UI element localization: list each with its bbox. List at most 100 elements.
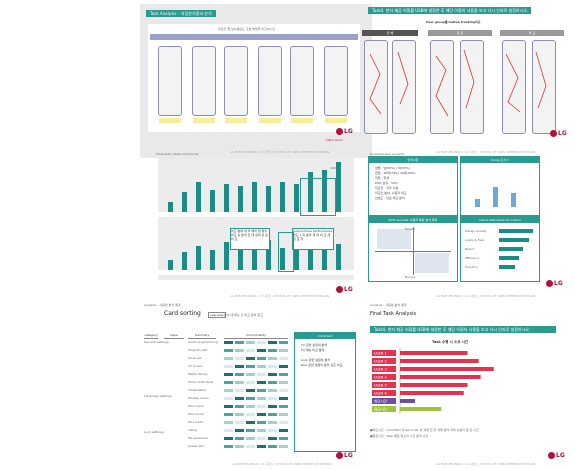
overview-tag: overview xyxy=(208,312,226,318)
choice-bar xyxy=(499,238,529,242)
lg-logo: LG xyxy=(548,452,565,459)
slide-questionnaire: Questionnaire Analysis 인적사항 성별 : 남(65%) … xyxy=(356,152,575,302)
remote-tracking xyxy=(460,40,484,134)
card-cell xyxy=(224,429,233,432)
time-bar xyxy=(400,407,442,411)
time-bar xyxy=(400,359,479,363)
frequency-bar xyxy=(322,170,327,212)
frequency-bar xyxy=(336,244,341,270)
frequency-bar xyxy=(238,238,243,270)
card-cell xyxy=(268,421,277,424)
card-row-label: Photo slide show xyxy=(188,380,214,384)
comment-panel: Comment TV 관련 설정의 분석 TV 매뉴 비교 분석 Lock 관련 … xyxy=(294,332,356,452)
card-cell xyxy=(268,389,277,392)
remote-tracking xyxy=(502,40,526,134)
card-cell xyxy=(224,365,233,368)
chart-title: Task 수행 시 소요 시간 xyxy=(432,340,469,344)
axis-label: Novice xyxy=(405,275,416,279)
usage-bar xyxy=(511,193,516,207)
card-cell xyxy=(268,365,277,368)
card-cell xyxy=(279,341,288,344)
characteristics-box-title: DVD recorder 사용자 특성 분석 목적 xyxy=(369,217,457,223)
comment-line: Disc 관련 설정이 분리 강조 비교 xyxy=(301,363,343,367)
card-cell xyxy=(235,365,244,368)
category-tag xyxy=(372,366,396,372)
card-cell xyxy=(257,373,266,376)
frequency-bar xyxy=(266,186,271,212)
time-bar xyxy=(400,399,415,403)
card-cell xyxy=(224,413,233,416)
card-cell xyxy=(279,429,288,432)
frequency-bar xyxy=(322,236,327,270)
info-line: 직업 : 학생 xyxy=(375,176,389,180)
card-cell xyxy=(268,357,277,360)
highlight-box xyxy=(278,232,294,272)
remote-tracking xyxy=(392,40,416,134)
time-bar xyxy=(400,375,481,379)
card-cell xyxy=(224,341,233,344)
frequency-bar xyxy=(294,184,299,212)
card-row-label: Clock set xyxy=(188,356,202,360)
card-row-label: Audio programming xyxy=(188,340,218,344)
card-cell xyxy=(268,445,277,448)
card-row-label: Initialization xyxy=(188,388,207,392)
card-cell xyxy=(235,357,244,360)
group-label: 비 교 xyxy=(500,30,564,36)
slide-title: Final Task Analysis xyxy=(370,311,417,317)
remote-image xyxy=(192,46,216,123)
card-cell xyxy=(257,429,266,432)
card-cell xyxy=(235,437,244,440)
category-label: USER 1 xyxy=(374,352,387,356)
time-bar xyxy=(400,367,494,371)
card-row-label: Program edit xyxy=(188,348,208,352)
category-tag xyxy=(372,390,396,396)
choice-label: Function xyxy=(465,265,478,269)
slide-final-task: Analysis - 사용성 분석 결과 Final Task Analysis… xyxy=(356,302,575,470)
slide-card-sorting: Analysis - 사용성 분석 결과 Card sorting overvi… xyxy=(140,302,372,470)
frequency-bar xyxy=(294,234,299,270)
lg-logo: LG xyxy=(336,286,353,293)
card-cell xyxy=(246,397,255,400)
category-label: USER 6 xyxy=(374,392,387,396)
usage-bar xyxy=(493,187,498,207)
category-label: 최단시간 xyxy=(374,399,388,404)
info-lines: 성별 : 남(65%) / 여(35%) 연령 : 20대(70%) 30대(30… xyxy=(375,166,416,201)
card-cell xyxy=(257,381,266,384)
card-cell xyxy=(246,437,255,440)
card-cell xyxy=(224,397,233,400)
card-cell xyxy=(246,413,255,416)
card-row-label: rating xyxy=(188,428,197,432)
card-row-label: TV tuners xyxy=(188,364,203,368)
card-cell xyxy=(257,437,266,440)
card-cell xyxy=(235,429,244,432)
comment-title: Comment xyxy=(295,333,355,339)
category-label: Lock settings xyxy=(144,430,164,434)
card-cell xyxy=(279,413,288,416)
choice-label: Efficiency xyxy=(465,256,480,260)
choice-box-title: User's Standards for Choice xyxy=(461,217,539,223)
card-cell xyxy=(246,405,255,408)
card-cell xyxy=(279,373,288,376)
card-cell xyxy=(235,445,244,448)
frequency-bar xyxy=(182,252,187,270)
card-cell xyxy=(224,445,233,448)
category-label: USER 5 xyxy=(374,384,387,388)
remote-comparison-area: 리모컨 별 실사용빈도 구성 방법을 비교하시오 xyxy=(148,24,360,132)
frequency-bar xyxy=(252,244,257,270)
card-cell xyxy=(235,349,244,352)
tracking-lines xyxy=(369,49,547,117)
slide-frequency-chart: Frequently Used Commands 100% 하드 분에 새 타 … xyxy=(140,152,372,302)
callout-box: 하드 분에 새 타 배치 될 경우 비교 상 분석 한 대 상의 상 준 바 로 xyxy=(230,228,270,250)
category-strip xyxy=(158,212,354,217)
comment-line: TV 관련 설정의 분석 xyxy=(301,343,328,347)
chart-note: ●평균시간 : Task 별로 최소의 시간 분석 시간 xyxy=(370,434,429,438)
card-cell xyxy=(268,413,277,416)
card-cell xyxy=(279,357,288,360)
card-cell xyxy=(235,373,244,376)
callout-text: Autonomous performance 연도 1 지 분석 세 테 비 교… xyxy=(293,229,333,241)
category-label: USER 3 xyxy=(374,368,387,372)
quadrant-horizontal xyxy=(375,251,451,252)
card-cell xyxy=(246,341,255,344)
highlight-box xyxy=(300,178,336,216)
info-line: 리모컨 분야: 사용자 비교 xyxy=(375,191,407,195)
